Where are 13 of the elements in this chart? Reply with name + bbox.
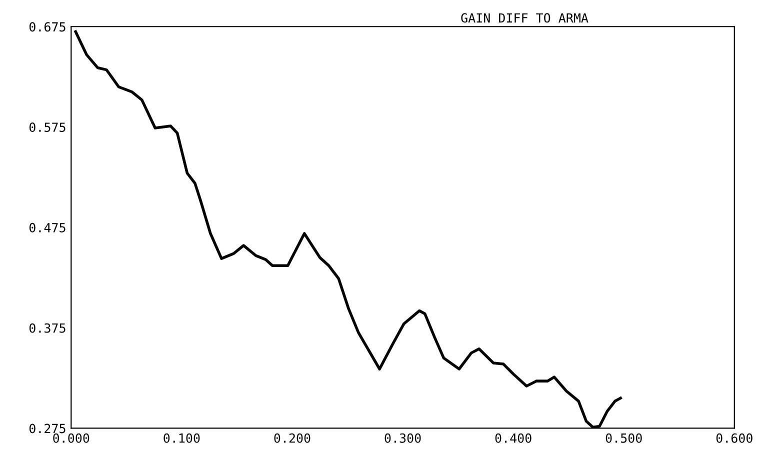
- chart-title: GAIN DIFF TO ARMA: [461, 13, 588, 23]
- x-tick-label: 0.000: [53, 433, 90, 443]
- x-tick-label: 0.500: [606, 433, 642, 443]
- x-tick-label: 0.400: [495, 433, 532, 443]
- x-tick-label: 0.200: [274, 433, 310, 443]
- y-tick-label: 0.475: [29, 222, 66, 232]
- y-tick-label: 0.675: [29, 22, 66, 32]
- y-tick-label: 0.375: [29, 323, 66, 333]
- y-tick-label: 0.275: [29, 424, 66, 434]
- x-tick-label: 0.600: [716, 433, 752, 443]
- x-tick-label: 0.100: [164, 433, 200, 443]
- x-tick-label: 0.300: [384, 433, 421, 443]
- y-tick-label: 0.575: [29, 122, 66, 132]
